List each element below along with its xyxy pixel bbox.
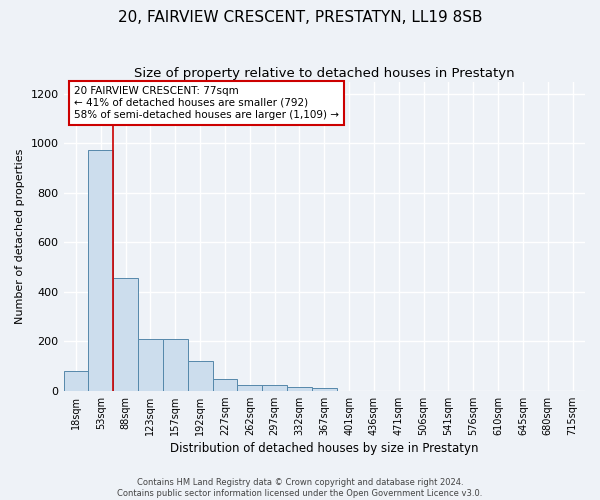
Bar bbox=[113, 278, 138, 390]
Bar bbox=[262, 384, 287, 390]
Bar bbox=[138, 339, 163, 390]
Bar bbox=[64, 371, 88, 390]
Text: 20, FAIRVIEW CRESCENT, PRESTATYN, LL19 8SB: 20, FAIRVIEW CRESCENT, PRESTATYN, LL19 8… bbox=[118, 10, 482, 25]
Bar bbox=[212, 379, 238, 390]
Title: Size of property relative to detached houses in Prestatyn: Size of property relative to detached ho… bbox=[134, 68, 515, 80]
X-axis label: Distribution of detached houses by size in Prestatyn: Distribution of detached houses by size … bbox=[170, 442, 479, 455]
Bar bbox=[287, 387, 312, 390]
Bar bbox=[188, 361, 212, 390]
Bar bbox=[163, 339, 188, 390]
Bar bbox=[88, 150, 113, 390]
Y-axis label: Number of detached properties: Number of detached properties bbox=[15, 148, 25, 324]
Text: 20 FAIRVIEW CRESCENT: 77sqm
← 41% of detached houses are smaller (792)
58% of se: 20 FAIRVIEW CRESCENT: 77sqm ← 41% of det… bbox=[74, 86, 339, 120]
Bar bbox=[238, 384, 262, 390]
Text: Contains HM Land Registry data © Crown copyright and database right 2024.
Contai: Contains HM Land Registry data © Crown c… bbox=[118, 478, 482, 498]
Bar bbox=[312, 388, 337, 390]
